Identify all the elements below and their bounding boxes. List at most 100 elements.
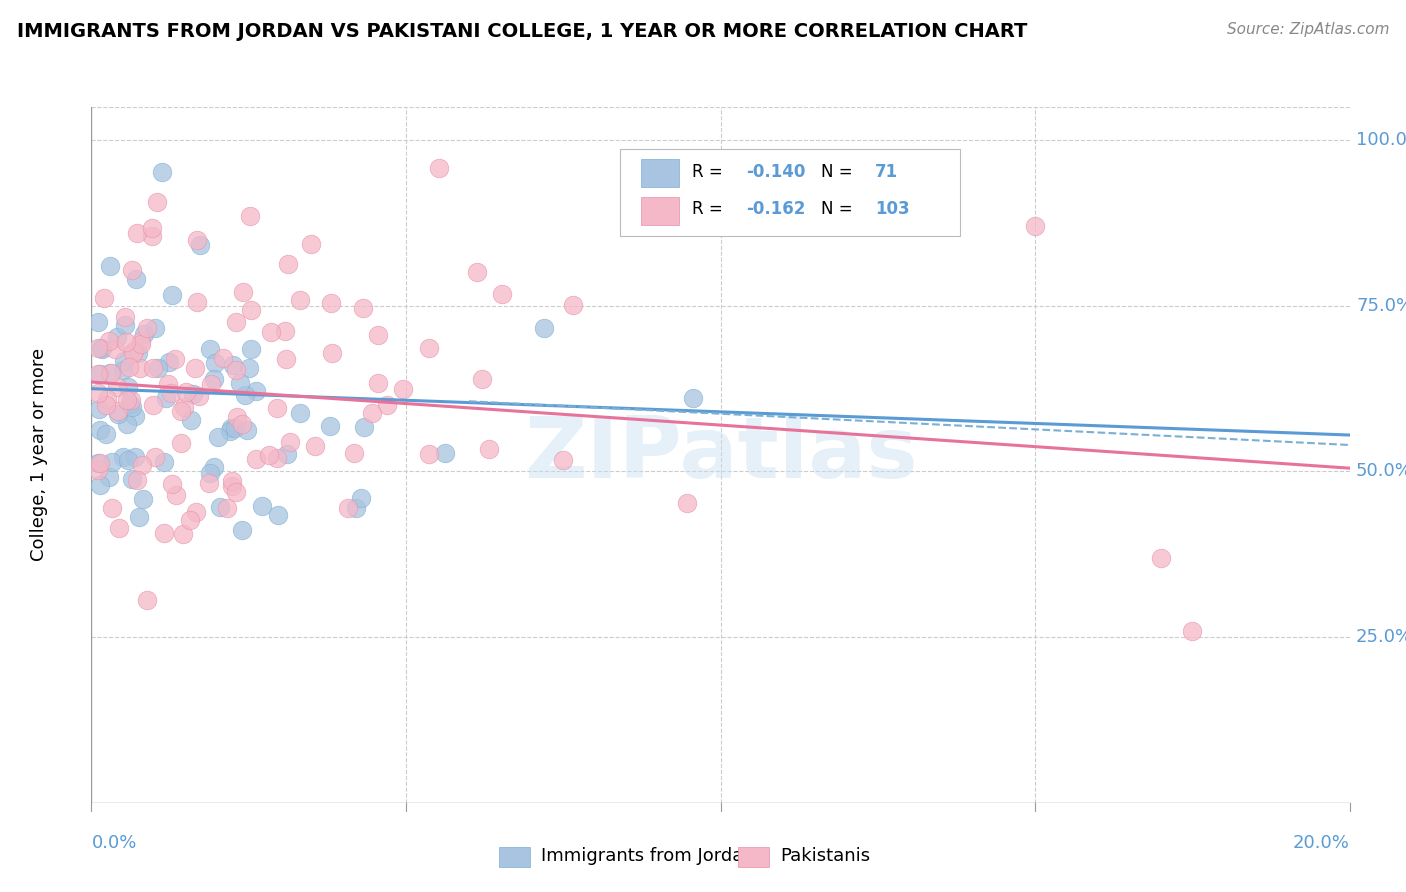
Point	[94, 427, 117, 442]
Point	[90, 342, 112, 356]
Point	[427, 161, 450, 175]
Point	[183, 387, 205, 401]
Point	[321, 346, 343, 360]
Point	[225, 485, 247, 500]
Point	[170, 404, 193, 418]
Point	[202, 372, 225, 386]
Point	[344, 500, 367, 515]
Point	[107, 407, 129, 421]
Point	[257, 448, 280, 462]
Point	[184, 360, 207, 375]
Point	[225, 362, 247, 376]
Point	[120, 397, 142, 411]
Point	[170, 435, 193, 450]
Text: N =: N =	[821, 162, 858, 181]
Text: 20.0%: 20.0%	[1294, 834, 1350, 852]
Point	[86, 456, 108, 470]
Point	[434, 446, 457, 460]
Point	[360, 406, 382, 420]
Text: Source: ZipAtlas.com: Source: ZipAtlas.com	[1226, 22, 1389, 37]
Point	[250, 499, 273, 513]
Point	[245, 452, 267, 467]
Point	[90, 341, 112, 355]
Point	[198, 467, 221, 481]
Point	[212, 351, 235, 365]
Point	[266, 401, 288, 416]
Point	[266, 450, 288, 465]
Point	[160, 287, 183, 301]
Point	[219, 420, 242, 434]
Point	[221, 474, 243, 488]
Point	[288, 293, 311, 307]
Point	[125, 272, 148, 286]
Point	[125, 474, 148, 488]
Point	[350, 491, 373, 505]
Point	[160, 477, 183, 491]
Point	[179, 513, 201, 527]
Point	[132, 491, 155, 506]
Text: -0.140: -0.140	[745, 162, 806, 181]
Point	[392, 382, 415, 396]
Point	[114, 310, 136, 325]
Point	[112, 354, 135, 368]
Point	[221, 479, 243, 493]
Point	[1150, 550, 1173, 565]
Point	[121, 400, 143, 414]
Point	[127, 346, 149, 360]
Point	[208, 500, 231, 514]
Point	[150, 165, 173, 179]
Point	[197, 476, 219, 491]
Point	[122, 343, 145, 358]
Text: College, 1 year or more: College, 1 year or more	[30, 349, 48, 561]
Point	[238, 360, 260, 375]
Point	[115, 417, 138, 431]
Point	[207, 430, 229, 444]
Point	[129, 334, 152, 348]
Text: R =: R =	[692, 201, 728, 219]
Text: N =: N =	[821, 201, 858, 219]
Bar	[641, 159, 679, 187]
Point	[118, 359, 141, 374]
Point	[221, 359, 243, 373]
Text: ZIPatlas: ZIPatlas	[523, 413, 918, 497]
Point	[145, 195, 167, 210]
Point	[136, 593, 159, 607]
Point	[353, 419, 375, 434]
Point	[186, 294, 208, 309]
Point	[319, 295, 342, 310]
Point	[276, 447, 298, 461]
Point	[86, 462, 108, 476]
Point	[86, 367, 108, 381]
Point	[229, 376, 252, 391]
Point	[89, 456, 111, 470]
Point	[141, 220, 163, 235]
Point	[96, 392, 118, 406]
Point	[491, 286, 513, 301]
Point	[343, 445, 366, 459]
Point	[114, 318, 136, 332]
Point	[121, 471, 143, 485]
Point	[155, 391, 177, 405]
Point	[219, 424, 242, 438]
Point	[225, 409, 247, 424]
Point	[1181, 624, 1204, 638]
Point	[478, 442, 501, 456]
Point	[86, 385, 108, 400]
Point	[233, 388, 256, 402]
Point	[561, 298, 583, 312]
Point	[107, 521, 129, 535]
Point	[131, 458, 153, 473]
Point	[153, 455, 176, 469]
Point	[299, 237, 322, 252]
Point	[121, 262, 143, 277]
Point	[471, 372, 494, 386]
Point	[217, 500, 239, 515]
Point	[352, 301, 374, 316]
Point	[172, 527, 194, 541]
Point	[367, 376, 389, 390]
Point	[304, 439, 326, 453]
Point	[165, 488, 187, 502]
Point	[97, 469, 120, 483]
Point	[142, 360, 165, 375]
Text: IMMIGRANTS FROM JORDAN VS PAKISTANI COLLEGE, 1 YEAR OR MORE CORRELATION CHART: IMMIGRANTS FROM JORDAN VS PAKISTANI COLL…	[17, 22, 1028, 41]
